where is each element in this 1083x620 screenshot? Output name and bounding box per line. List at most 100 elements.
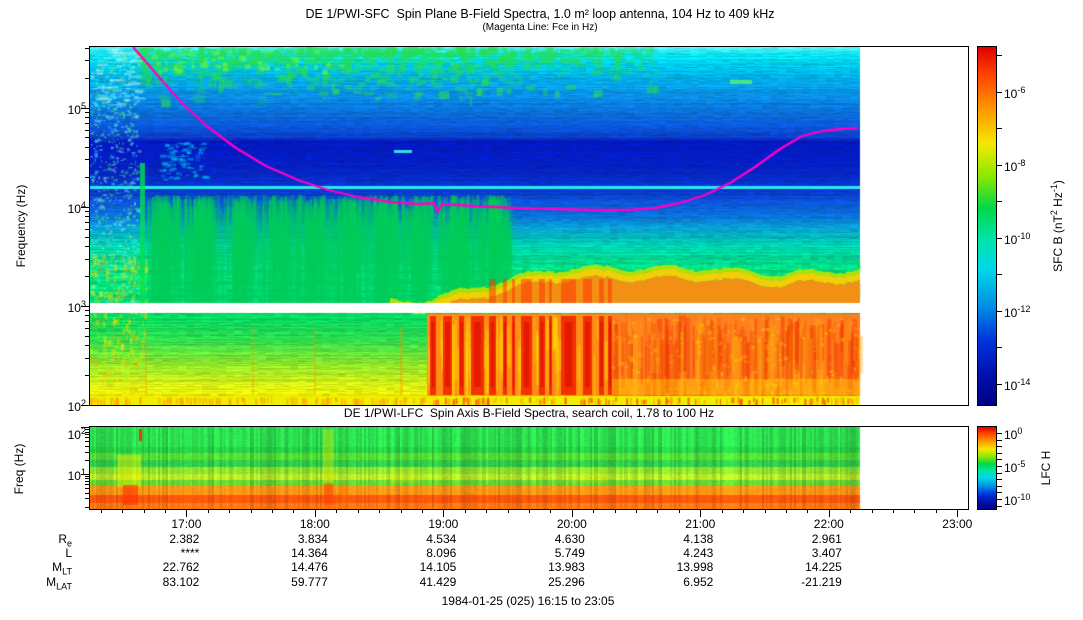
sfc-y-minor-tick xyxy=(85,237,89,238)
exponent: -6 xyxy=(1017,84,1026,95)
table-cell-MLT-20:00: 13.983 xyxy=(548,560,585,574)
lfc-colorbar-tick xyxy=(997,473,1002,474)
sfc-y-minor-tick xyxy=(85,112,89,113)
x-minor-tick xyxy=(165,510,166,513)
table-row-label-Re: Re xyxy=(58,532,72,549)
sfc-y-minor-tick xyxy=(85,123,89,124)
x-major-tick xyxy=(829,510,830,517)
lfc-colorbar-tick xyxy=(997,479,1002,480)
x-tick-label: 19:00 xyxy=(428,517,459,531)
sfc-colorbar-tick-label: 10-14 xyxy=(1004,376,1031,393)
sfc-y-major-tick xyxy=(81,405,89,406)
x-minor-tick xyxy=(465,510,466,513)
table-cell-Re-18:00: 3.834 xyxy=(297,532,328,546)
x-minor-tick xyxy=(872,510,873,513)
sfc-colorbar-gradient xyxy=(978,47,996,405)
exponent: -10 xyxy=(1017,230,1031,241)
sfc-y-minor-tick xyxy=(85,315,89,316)
x-major-tick xyxy=(700,510,701,517)
table-cell-MLAT-22:00: -21.219 xyxy=(801,575,842,589)
sfc-y-minor-tick xyxy=(85,117,89,118)
x-tick-label: 23:00 xyxy=(942,517,973,531)
sfc-y-minor-tick xyxy=(85,216,89,217)
exponent: -14 xyxy=(1017,376,1031,387)
x-tick-label: 21:00 xyxy=(685,517,716,531)
sfc-y-minor-tick xyxy=(85,259,89,260)
sfc-y-minor-tick xyxy=(85,375,89,376)
lfc-y-minor-tick xyxy=(85,446,89,447)
subscript: LT xyxy=(62,566,72,577)
x-tick-label: 17:00 xyxy=(171,517,202,531)
subscript: LAT xyxy=(56,581,72,592)
sfc-y-tick-label: 103 xyxy=(67,298,86,315)
table-row-label-L: L xyxy=(65,545,72,560)
table-row-label-MLT: MLT xyxy=(52,560,72,577)
x-minor-tick xyxy=(914,510,915,513)
x-minor-tick xyxy=(765,510,766,513)
lfc-y-minor-tick xyxy=(85,484,89,485)
x-minor-tick xyxy=(679,510,680,513)
sfc-y-tick-label: 102 xyxy=(67,398,86,414)
lfc-colorbar-tick xyxy=(997,433,1002,434)
lfc-y-major-tick xyxy=(81,474,89,475)
x-minor-tick xyxy=(615,510,616,513)
x-minor-tick xyxy=(850,510,851,513)
sfc-y-minor-tick xyxy=(85,137,89,138)
exponent: 1 xyxy=(80,466,86,477)
x-minor-tick xyxy=(229,510,230,513)
lfc-y-minor-tick xyxy=(85,452,89,453)
table-cell-L-21:00: 4.243 xyxy=(683,545,714,560)
exponent: 5 xyxy=(80,100,86,111)
lfc-y-minor-tick xyxy=(85,460,89,461)
sfc-spectrogram-canvas xyxy=(90,47,968,405)
lfc-colorbar-tick-label: 10-5 xyxy=(1004,458,1026,475)
sfc-y-minor-tick xyxy=(85,358,89,359)
sfc-title: DE 1/PWI-SFC Spin Plane B-Field Spectra,… xyxy=(305,7,775,21)
lfc-y-minor-tick xyxy=(85,478,89,479)
table-cell-L-18:00: 14.364 xyxy=(291,545,328,560)
sfc-y-minor-tick xyxy=(85,336,89,337)
x-tick-label: 22:00 xyxy=(813,517,844,531)
table-cell-Re-22:00: 2.961 xyxy=(811,532,842,546)
sfc-y-minor-tick xyxy=(85,48,89,49)
lfc-y-minor-tick xyxy=(85,507,89,508)
x-tick-label: 18:00 xyxy=(299,517,330,531)
sfc-colorbar-label: SFC B (nT2 Hz-1) xyxy=(1049,180,1065,272)
sfc-colorbar-tick xyxy=(997,165,1002,166)
x-minor-tick xyxy=(422,510,423,513)
table-cell-Re-21:00: 4.138 xyxy=(683,532,714,546)
x-minor-tick xyxy=(636,510,637,513)
x-minor-tick xyxy=(807,510,808,513)
x-minor-tick xyxy=(550,510,551,513)
sfc-y-minor-tick xyxy=(85,60,89,61)
table-cell-MLT-21:00: 13.998 xyxy=(676,560,714,574)
sfc-y-minor-tick xyxy=(85,229,89,230)
superscript: -1 xyxy=(1049,184,1059,193)
table-cell-MLAT-17:00: 83.102 xyxy=(162,575,200,589)
sfc-y-minor-tick xyxy=(85,222,89,223)
sfc-colorbar-tick xyxy=(997,92,1002,93)
x-minor-tick xyxy=(401,510,402,513)
footer-date-range: 1984-01-25 (025) 16:15 to 23:05 xyxy=(441,594,615,608)
sfc-colorbar-tick xyxy=(997,201,1002,202)
x-minor-tick xyxy=(293,510,294,513)
subscript: e xyxy=(66,538,72,549)
x-minor-tick xyxy=(251,510,252,513)
sfc-y-minor-tick xyxy=(85,345,89,346)
sfc-y-minor-tick xyxy=(85,159,89,160)
table-cell-L-20:00: 5.749 xyxy=(554,545,585,560)
sfc-colorbar-tick xyxy=(997,55,1002,56)
sfc-y-minor-tick xyxy=(85,130,89,131)
x-minor-tick xyxy=(272,510,273,513)
lfc-colorbar-tick xyxy=(997,486,1002,487)
lfc-colorbar-tick xyxy=(997,506,1002,507)
exponent: 0 xyxy=(1017,425,1023,436)
exponent: 3 xyxy=(80,298,86,309)
table-cell-MLT-18:00: 14.476 xyxy=(291,560,328,574)
exponent: -8 xyxy=(1017,157,1026,168)
lfc-y-minor-tick xyxy=(85,493,89,494)
sfc-y-minor-tick xyxy=(85,78,89,79)
lfc-y-minor-tick xyxy=(85,488,89,489)
table-cell-MLT-19:00: 14.105 xyxy=(419,560,457,574)
